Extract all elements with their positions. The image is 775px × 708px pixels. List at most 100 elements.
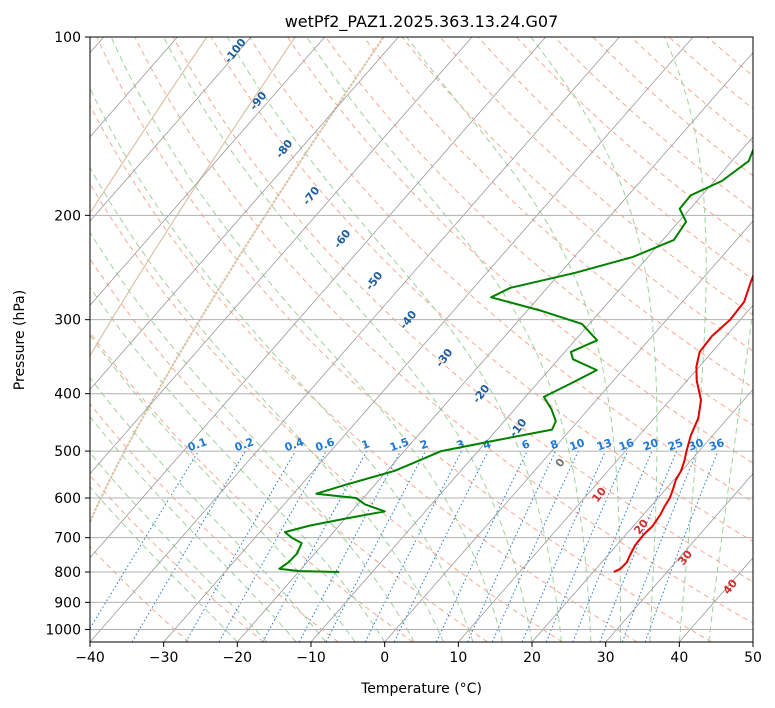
moist-adiabat-line [306,37,592,642]
dry-adiabat-line [477,37,753,280]
mixing-ratio-line [621,450,698,642]
isotherm-line [90,37,326,306]
isotherm-line [90,37,399,391]
dry-adiabat-line [90,474,264,642]
isotherm-line [384,220,753,642]
moist-adiabat-line [530,37,658,642]
isobar-grid [90,37,753,630]
x-tick-label: 50 [744,650,762,666]
moist-adiabat-line [90,452,268,642]
isotherm-line [90,37,547,559]
isotherm-line [310,136,753,642]
tan-reference-line [90,37,296,357]
moist-adiabats [90,37,753,642]
dry-adiabat-line [401,37,753,352]
mixing-ratio-label: 1 [360,437,372,452]
y-tick-label: 100 [54,30,81,46]
mixing-ratio-line [393,450,489,642]
isotherm-line [236,52,753,642]
moist-adiabat-line [90,416,297,642]
mixing-ratio-label: 1.5 [388,435,411,454]
dry-adiabat-line [325,37,753,426]
dry-adiabat-line [287,37,753,464]
mixing-ratio-line [90,450,200,630]
dry-adiabat-line [90,403,339,642]
mixing-ratio-label: 36 [707,436,726,454]
y-axis-label: Pressure (hPa) [12,290,28,390]
dry-adiabat-line [90,182,563,642]
x-tick-label: −30 [149,650,179,666]
isotherm-line [90,37,620,642]
dry-adiabat-line [96,37,712,642]
moist-adiabat-line [90,286,386,642]
moist-adiabat-line [90,87,474,642]
tan-reference-line [90,37,385,642]
mixing-ratio-line [185,450,296,642]
x-tick-label: 10 [449,650,467,666]
isotherm-line [90,37,473,475]
mixing-ratio-line [491,450,579,642]
chart-title: wetPf2_PAZ1.2025.363.13.24.G07 [285,12,559,32]
mixing-ratio-line [572,450,653,642]
x-tick-label: −10 [296,650,326,666]
isotherm-line [457,304,753,642]
moist-adiabat-line [163,37,533,642]
mixing-ratio-line [262,450,368,642]
dry-adiabat-label: -100 [222,36,249,66]
mixing-ratio-label: 16 [617,436,636,454]
mixing-ratio-line [364,450,463,642]
moist-adiabat-line [90,334,356,642]
y-tick-label: 500 [54,444,81,460]
moist-adiabat-line [663,37,707,642]
mixing-ratio-line [325,450,426,642]
temperature-profile-line [613,273,753,573]
dry-adiabat-line [210,37,753,543]
dry-adiabat-line [172,37,753,583]
x-tick-label: 30 [597,650,615,666]
tan-reference-line [90,37,208,215]
moist-adiabat-line [90,231,415,642]
isotherm-line [163,37,694,642]
dry-adiabat-line [90,331,414,642]
mixing-ratio-label: 8 [549,437,561,452]
x-tick-label: −20 [223,650,253,666]
mixing-ratio-label: 6 [520,437,532,452]
mixing-ratio-label: 3 [455,437,467,452]
dewpoint-profile-line [278,147,753,573]
mixing-ratio-label: 30 [687,436,706,454]
y-tick-label: 1000 [45,622,81,638]
isotherm-line [605,473,753,642]
dry-adiabat-label: -70 [300,184,323,208]
isotherm-line [531,388,753,642]
moist-adiabat-line [90,377,327,642]
dry-adiabat-label: 0 [553,456,568,470]
isotherm-line [752,641,753,642]
dry-adiabat-line [134,37,753,624]
x-tick-label: 20 [523,650,541,666]
dry-adiabat-label: -50 [363,269,386,293]
dry-adiabat-line [706,37,753,77]
dry-adiabat-label: -90 [247,89,270,113]
dry-adiabat-line [90,546,190,642]
y-tick-label: 200 [54,208,81,224]
mixing-ratio-line [521,450,607,642]
mixing-ratio-line [599,450,678,642]
mixing-ratio-line [298,450,402,642]
profiles [278,147,753,573]
mixing-ratio-line [435,450,528,642]
dry-adiabat-label: 20 [631,517,651,537]
dry-adiabat-line [90,104,638,642]
axis-ticks: −40 −30 −20 −10 0 10 20 30 40 5010020030040050060… [45,30,762,666]
moist-adiabat-line [227,37,562,642]
mixing-ratio-label: 0.6 [314,435,337,454]
x-axis-label: Temperature (°C) [360,681,482,697]
mixing-ratio-label: 0.2 [233,435,256,454]
dry-adiabat-label: 40 [720,577,740,597]
y-tick-label: 900 [54,595,81,611]
mixing-ratio-label: 10 [568,436,587,454]
moist-adiabat-line [90,166,445,642]
dry-adiabat-label: -40 [397,308,420,332]
mixing-ratio-label: 0.1 [186,435,209,454]
mixing-ratio-label: 2 [418,437,430,452]
